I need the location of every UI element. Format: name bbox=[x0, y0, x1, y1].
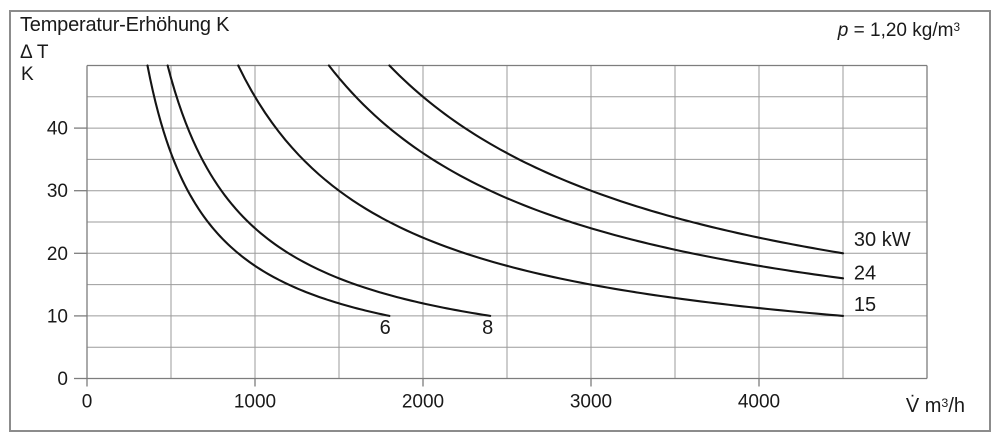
curve-label-30kw: 30 kW bbox=[854, 229, 911, 251]
unit-base: m bbox=[919, 395, 942, 417]
y-axis-title-unit: K bbox=[21, 64, 34, 85]
curve-24kw bbox=[327, 64, 845, 280]
x-tick-label: 4000 bbox=[738, 392, 780, 413]
curve-label-15kw: 15 bbox=[854, 294, 876, 316]
unit-suffix: /h bbox=[948, 395, 965, 417]
density-exponent: 3 bbox=[953, 21, 960, 35]
unit-exponent: 3 bbox=[941, 395, 949, 410]
x-axis-unit-label: V̇ m3/h bbox=[860, 395, 965, 418]
curve-label-24kw: 24 bbox=[854, 263, 876, 285]
y-tick-label: 30 bbox=[47, 181, 68, 202]
y-tick-label: 20 bbox=[47, 244, 68, 265]
curve-30kw bbox=[388, 64, 845, 255]
air-density-annotation: p = 1,20 kg/m3 bbox=[790, 20, 960, 42]
x-tick-label: 0 bbox=[82, 392, 93, 413]
y-axis-title-delta-t: Δ T bbox=[20, 42, 49, 63]
y-tick-label: 40 bbox=[47, 119, 68, 140]
x-tick-label: 2000 bbox=[402, 392, 444, 413]
volume-flow-symbol: V̇ bbox=[905, 395, 920, 417]
curve-8kw bbox=[166, 64, 492, 317]
curve-6kw bbox=[146, 64, 391, 317]
chart-title: Temperatur-Erhöhung K bbox=[20, 14, 230, 36]
density-value: = 1,20 kg/m bbox=[848, 20, 954, 41]
y-tick-label: 0 bbox=[57, 369, 68, 390]
curve-15kw bbox=[237, 64, 845, 317]
x-tick-label: 1000 bbox=[234, 392, 276, 413]
density-symbol: p bbox=[837, 20, 849, 41]
x-tick-label: 3000 bbox=[570, 392, 612, 413]
curve-label-6kw: 6 bbox=[380, 317, 391, 339]
y-tick-label: 10 bbox=[47, 306, 68, 327]
curve-label-8kw: 8 bbox=[482, 317, 493, 339]
